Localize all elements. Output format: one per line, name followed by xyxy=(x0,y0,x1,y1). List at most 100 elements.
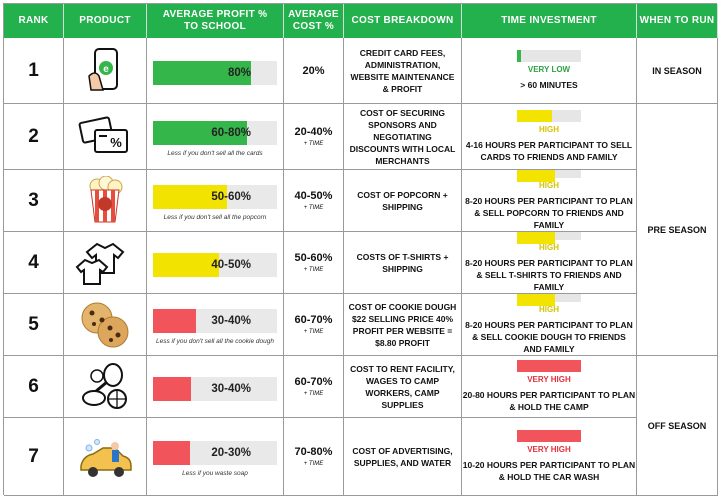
cost-breakdown-cell: COST OF SECURING SPONSORS AND NEGOTIATIN… xyxy=(344,104,462,170)
profit-cell: 60-80% Less if you don't sell all the car… xyxy=(147,104,284,170)
fundraiser-comparison-table: RANK PRODUCT AVERAGE PROFIT % TO SCHOOL … xyxy=(3,3,718,496)
cost-time-note: + TIME xyxy=(303,267,324,273)
profit-note: Less if you don't sell all the cookie do… xyxy=(156,337,274,345)
cost-breakdown-cell: COSTS OF T-SHIRTS + SHIPPING xyxy=(344,232,462,294)
time-bar-fill xyxy=(517,294,556,306)
time-bar xyxy=(517,232,581,244)
time-bar xyxy=(517,360,581,372)
profit-cell: 50-60% Less if you don't sell all the pop… xyxy=(147,170,284,232)
profit-cell: 30-40% Less if you don't sell all the coo… xyxy=(147,294,284,356)
time-investment-cell: HIGH 4-16 HOURS PER PARTICIPANT TO SELL C… xyxy=(462,104,637,170)
car-wash-icon xyxy=(75,432,135,482)
header-time: TIME INVESTMENT xyxy=(462,4,637,38)
time-bar-fill xyxy=(517,430,581,442)
time-investment-cell: VERY HIGH 20-80 HOURS PER PARTICIPANT TO … xyxy=(462,356,637,418)
header-when: WHEN TO RUN xyxy=(637,4,718,38)
rank-cell: 4 xyxy=(4,232,64,294)
cost-value: 70-80% xyxy=(294,446,333,458)
profit-bar: 30-40% xyxy=(153,376,277,401)
season-pre: PRE SEASON xyxy=(637,104,718,356)
product-cell xyxy=(64,232,147,294)
cost-breakdown-cell: COST OF POPCORN + SHIPPING xyxy=(344,170,462,232)
time-description: > 60 MINUTES xyxy=(520,80,578,90)
time-bar xyxy=(517,110,581,122)
profit-bar: 80% xyxy=(153,60,277,85)
t-shirts-icon xyxy=(75,238,135,288)
profit-label: 20-30% xyxy=(211,446,251,459)
season-off: OFF SEASON xyxy=(637,356,718,496)
cost-cell: 60-70% + TIME xyxy=(284,294,344,356)
rank-cell: 1 xyxy=(4,38,64,104)
time-bar-fill xyxy=(517,232,556,244)
profit-bar-fill xyxy=(153,60,251,85)
profit-note: Less if you don't sell all the cards xyxy=(167,149,263,157)
profit-cell: 30-40% xyxy=(147,356,284,418)
profit-cell: 80% xyxy=(147,38,284,104)
rank-cell: 6 xyxy=(4,356,64,418)
header-cost: AVERAGE COST % xyxy=(284,4,344,38)
time-description: 20-80 HOURS PER PARTICIPANT TO PLAN & HO… xyxy=(462,390,636,412)
time-description: 8-20 HOURS PER PARTICIPANT TO PLAN & SEL… xyxy=(465,196,633,230)
time-investment-cell: VERY LOW > 60 MINUTES xyxy=(462,38,637,104)
time-level: VERY HIGH xyxy=(527,445,571,454)
sports-balls-icon xyxy=(75,362,135,412)
time-description: 10-20 HOURS PER PARTICIPANT TO PLAN & HO… xyxy=(462,460,636,482)
profit-note: Less if you don't sell all the popcorn xyxy=(163,213,267,221)
profit-label: 30-40% xyxy=(211,314,251,327)
time-description: 8-20 HOURS PER PARTICIPANT TO PLAN & SEL… xyxy=(465,258,633,292)
cost-time-note: + TIME xyxy=(303,141,324,147)
product-cell xyxy=(64,38,147,104)
profit-bar-fill xyxy=(153,120,248,145)
cost-value: 40-50% xyxy=(294,190,333,202)
cost-time-note: + TIME xyxy=(303,461,324,467)
header-product: PRODUCT xyxy=(64,4,147,38)
profit-bar: 30-40% xyxy=(153,308,277,333)
time-bar-fill xyxy=(517,50,521,62)
profit-bar-fill xyxy=(153,252,219,277)
cost-value: 60-70% xyxy=(294,376,333,388)
product-cell xyxy=(64,104,147,170)
profit-bar: 40-50% xyxy=(153,252,277,277)
profit-label: 50-60% xyxy=(211,190,251,203)
profit-bar: 50-60% xyxy=(153,184,277,209)
cost-breakdown-cell: COST OF COOKIE DOUGH $22 SELLING PRICE 4… xyxy=(344,294,462,356)
rank-cell: 3 xyxy=(4,170,64,232)
profit-cell: 20-30% Less if you waste soap xyxy=(147,418,284,496)
time-investment-cell: HIGH 8-20 HOURS PER PARTICIPANT TO PLAN &… xyxy=(462,170,637,232)
product-cell xyxy=(64,170,147,232)
cost-value: 20-40% xyxy=(294,126,333,138)
time-level: VERY HIGH xyxy=(527,375,571,384)
cost-breakdown-cell: CREDIT CARD FEES, ADMINISTRATION, WEBSIT… xyxy=(344,38,462,104)
popcorn-icon xyxy=(75,176,135,226)
product-cell xyxy=(64,418,147,496)
profit-cell: 40-50% xyxy=(147,232,284,294)
time-bar xyxy=(517,170,581,182)
profit-bar: 60-80% xyxy=(153,120,277,145)
profit-label: 40-50% xyxy=(211,258,251,271)
phone-app-icon xyxy=(75,46,135,96)
time-description: 4-16 HOURS PER PARTICIPANT TO SELL CARDS… xyxy=(465,140,633,162)
header-rank: RANK xyxy=(4,4,64,38)
cookies-icon xyxy=(75,300,135,350)
cost-breakdown-cell: COST TO RENT FACILITY, WAGES TO CAMP WOR… xyxy=(344,356,462,418)
time-level: HIGH xyxy=(539,305,559,314)
time-bar-fill xyxy=(517,170,556,182)
discount-cards-icon xyxy=(75,112,135,162)
profit-bar-fill xyxy=(153,308,197,333)
time-bar xyxy=(517,50,581,62)
time-investment-cell: VERY HIGH 10-20 HOURS PER PARTICIPANT TO … xyxy=(462,418,637,496)
cost-cell: 20% xyxy=(284,38,344,104)
rank-cell: 2 xyxy=(4,104,64,170)
profit-bar: 20-30% xyxy=(153,440,277,465)
time-level: HIGH xyxy=(539,243,559,252)
time-bar-fill xyxy=(517,360,581,372)
time-bar xyxy=(517,294,581,306)
time-bar xyxy=(517,430,581,442)
profit-note: Less if you waste soap xyxy=(182,469,248,477)
cost-time-note: + TIME xyxy=(303,205,324,211)
time-investment-cell: HIGH 8-20 HOURS PER PARTICIPANT TO PLAN &… xyxy=(462,232,637,294)
time-level: HIGH xyxy=(539,181,559,190)
profit-bar-fill xyxy=(153,440,191,465)
profit-label: 80% xyxy=(227,66,251,79)
rank-cell: 7 xyxy=(4,418,64,496)
